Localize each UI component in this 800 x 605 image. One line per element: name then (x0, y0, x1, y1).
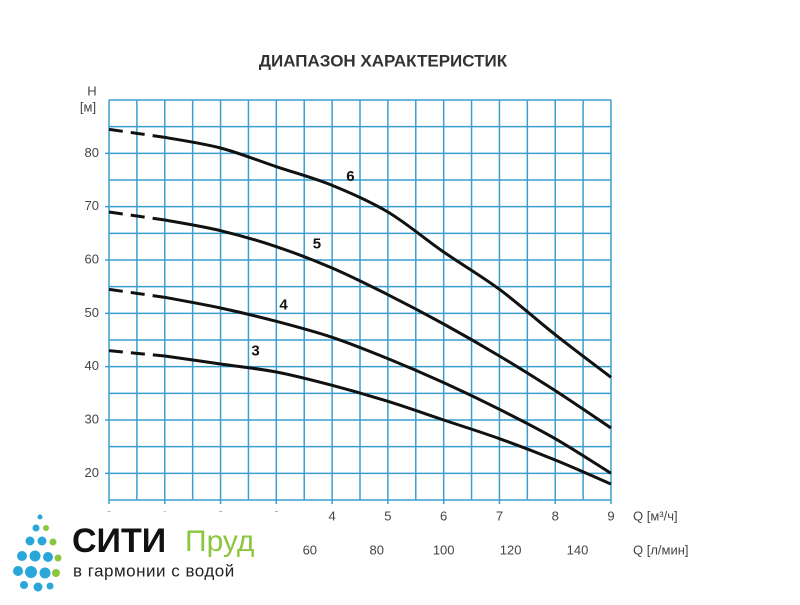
logo-name: СИТИ (72, 522, 166, 560)
curve (164, 354, 612, 486)
curve (164, 135, 612, 379)
logo-slogan: в гармонии с водой (73, 561, 235, 580)
x2-tick-label: 120 (500, 542, 522, 557)
drop (43, 552, 53, 562)
curve-label: 3 (251, 343, 259, 360)
x2-axis-label: Q [л/мин] (633, 542, 689, 557)
x-axis-label: Q [м³/ч] (633, 508, 678, 523)
curve (164, 295, 612, 475)
x2-tick-label: 80 (369, 542, 383, 557)
x-tick-label: 8 (552, 508, 559, 523)
drop (25, 566, 37, 578)
y-tick-label: 40 (85, 358, 99, 373)
y-tick-label: 50 (85, 305, 99, 320)
x-tick-label: 6 (440, 508, 447, 523)
y-tick-label: 60 (85, 251, 99, 266)
drop (49, 538, 57, 546)
drop (20, 581, 28, 589)
drop (37, 514, 43, 520)
x-tick-label: 5 (384, 508, 391, 523)
y-tick-label: 30 (85, 411, 99, 426)
plot-area: 2030405060708001234567890204060801001201… (85, 99, 615, 557)
curve-dashed (108, 210, 165, 222)
drop (52, 569, 60, 577)
curve-label: 4 (279, 297, 288, 314)
logo: СИТИ Пруд в гармонии с водой (0, 512, 282, 600)
drop (25, 536, 35, 546)
drop (54, 554, 62, 562)
drop (29, 550, 41, 562)
curve (164, 218, 612, 430)
x2-tick-label: 140 (567, 542, 589, 557)
drop (39, 567, 51, 579)
y-tick-label: 70 (85, 198, 99, 213)
curve-dashed (108, 349, 165, 358)
x2-tick-label: 60 (303, 542, 317, 557)
x2-tick-label: 100 (433, 542, 455, 557)
y-tick-label: 80 (85, 145, 99, 160)
x-tick-label: 7 (496, 508, 503, 523)
drop (13, 566, 23, 576)
curve-label: 6 (346, 168, 354, 185)
logo-icon (13, 514, 62, 592)
y-tick-label: 20 (85, 465, 99, 480)
logo-name-light: Пруд (185, 525, 254, 558)
drop (17, 551, 27, 561)
curve-dashed (108, 127, 165, 139)
y-axis-label: Н (87, 83, 96, 98)
drop (33, 582, 43, 592)
curve-dashed (108, 287, 165, 299)
drop (43, 525, 49, 531)
curve-label: 5 (313, 236, 321, 253)
chart-title: ДИАПАЗОН ХАРАКТЕРИСТИК (259, 51, 508, 70)
drop (32, 524, 40, 532)
x-tick-label: 9 (607, 508, 614, 523)
y-axis-unit: [м] (80, 99, 96, 114)
drop (37, 536, 47, 546)
drop (46, 582, 54, 590)
x-tick-label: 4 (328, 508, 335, 523)
